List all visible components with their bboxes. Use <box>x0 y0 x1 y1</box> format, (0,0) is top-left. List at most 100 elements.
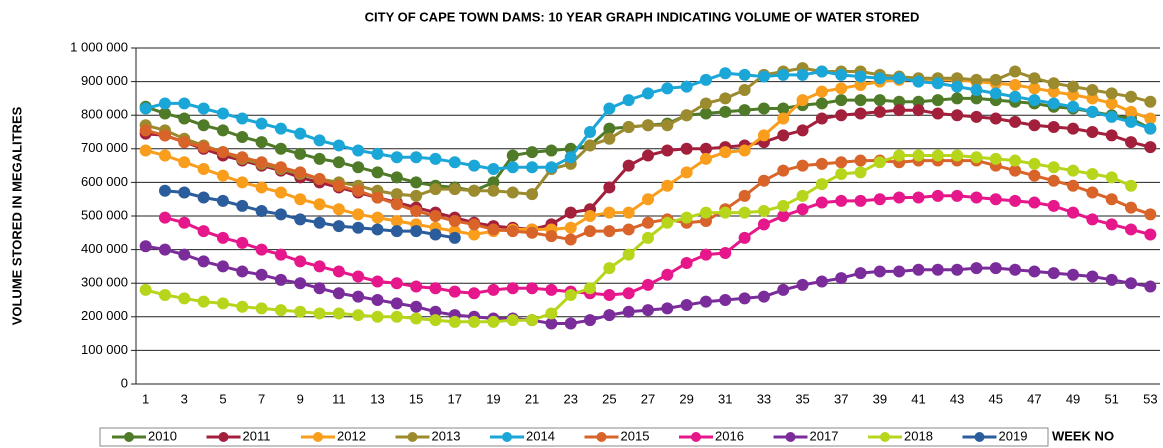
data-point <box>642 278 654 291</box>
data-point <box>989 73 1002 86</box>
data-point <box>526 188 539 201</box>
data-point <box>1125 179 1138 192</box>
data-point <box>584 282 597 295</box>
data-point <box>815 196 828 209</box>
data-point <box>931 263 944 276</box>
data-point <box>332 156 345 169</box>
data-point <box>1009 164 1022 177</box>
data-point <box>526 161 539 174</box>
y-tick-label: 800 000 <box>81 107 128 122</box>
data-point <box>139 283 152 296</box>
x-tick-label: 25 <box>602 391 616 406</box>
data-point <box>1125 201 1138 214</box>
data-point <box>313 307 326 320</box>
data-point <box>1144 280 1157 293</box>
data-point <box>1009 90 1022 103</box>
legend-marker <box>124 432 134 442</box>
data-point <box>332 203 345 216</box>
data-point <box>545 283 558 296</box>
data-point <box>545 161 558 174</box>
data-point <box>197 295 210 308</box>
data-point <box>603 262 616 275</box>
data-point <box>835 168 848 180</box>
data-point <box>236 199 249 212</box>
data-point <box>699 215 712 228</box>
data-point <box>1067 206 1080 219</box>
data-point <box>526 146 539 159</box>
data-point <box>989 193 1002 206</box>
data-point <box>1105 273 1118 286</box>
data-point <box>197 255 210 268</box>
data-point <box>777 199 790 212</box>
data-point <box>1125 136 1138 149</box>
data-point <box>158 149 171 162</box>
x-tick-label: 41 <box>911 391 925 406</box>
data-point <box>1144 208 1157 221</box>
data-point <box>603 225 616 238</box>
data-point <box>873 105 886 118</box>
data-point <box>178 292 191 305</box>
data-point <box>951 189 964 202</box>
data-point <box>738 68 751 81</box>
data-point <box>197 225 210 238</box>
data-point <box>815 85 828 98</box>
data-point <box>757 129 770 142</box>
data-point <box>738 84 751 96</box>
data-point <box>854 166 867 179</box>
data-point <box>1086 105 1099 118</box>
data-point <box>390 188 403 201</box>
data-point <box>1086 168 1099 180</box>
data-point <box>371 223 384 236</box>
y-tick-label: 0 <box>121 375 128 390</box>
data-point <box>429 210 442 222</box>
data-point <box>738 144 751 157</box>
data-point <box>1144 95 1157 108</box>
data-point <box>642 119 654 132</box>
legend-marker <box>502 432 512 442</box>
data-point <box>178 136 191 149</box>
legend-marker <box>407 432 418 442</box>
data-point <box>545 144 558 157</box>
data-point <box>545 307 558 320</box>
data-point <box>158 129 171 142</box>
data-point <box>873 193 886 206</box>
data-point <box>661 82 674 95</box>
data-point <box>757 70 770 83</box>
data-point <box>313 216 326 229</box>
data-point <box>255 204 268 217</box>
data-point <box>216 297 229 310</box>
data-point <box>777 164 790 177</box>
data-point <box>854 154 867 167</box>
data-point <box>1105 110 1118 123</box>
data-point <box>410 176 423 189</box>
data-point <box>719 105 732 118</box>
data-point <box>371 294 384 306</box>
data-point <box>255 243 268 256</box>
data-point <box>236 112 249 125</box>
data-point <box>835 109 848 122</box>
data-point <box>873 72 886 85</box>
data-point <box>274 248 287 261</box>
data-point <box>1105 97 1118 110</box>
data-point <box>680 299 693 312</box>
legend-label: 2015 <box>621 428 650 443</box>
data-point <box>410 204 423 217</box>
data-point <box>680 166 693 179</box>
series-line <box>164 189 456 240</box>
data-point <box>178 112 191 125</box>
data-point <box>699 248 712 261</box>
data-point <box>1086 186 1099 199</box>
data-point <box>815 178 828 191</box>
data-point <box>931 77 944 90</box>
data-point <box>796 68 809 81</box>
data-point <box>352 161 365 174</box>
data-point <box>989 262 1002 275</box>
data-point <box>448 231 461 244</box>
data-point <box>584 225 597 238</box>
data-point <box>410 280 423 293</box>
data-point <box>738 189 751 202</box>
data-point <box>796 94 809 107</box>
data-point <box>216 107 229 120</box>
data-point <box>236 151 249 164</box>
data-point <box>738 292 751 305</box>
